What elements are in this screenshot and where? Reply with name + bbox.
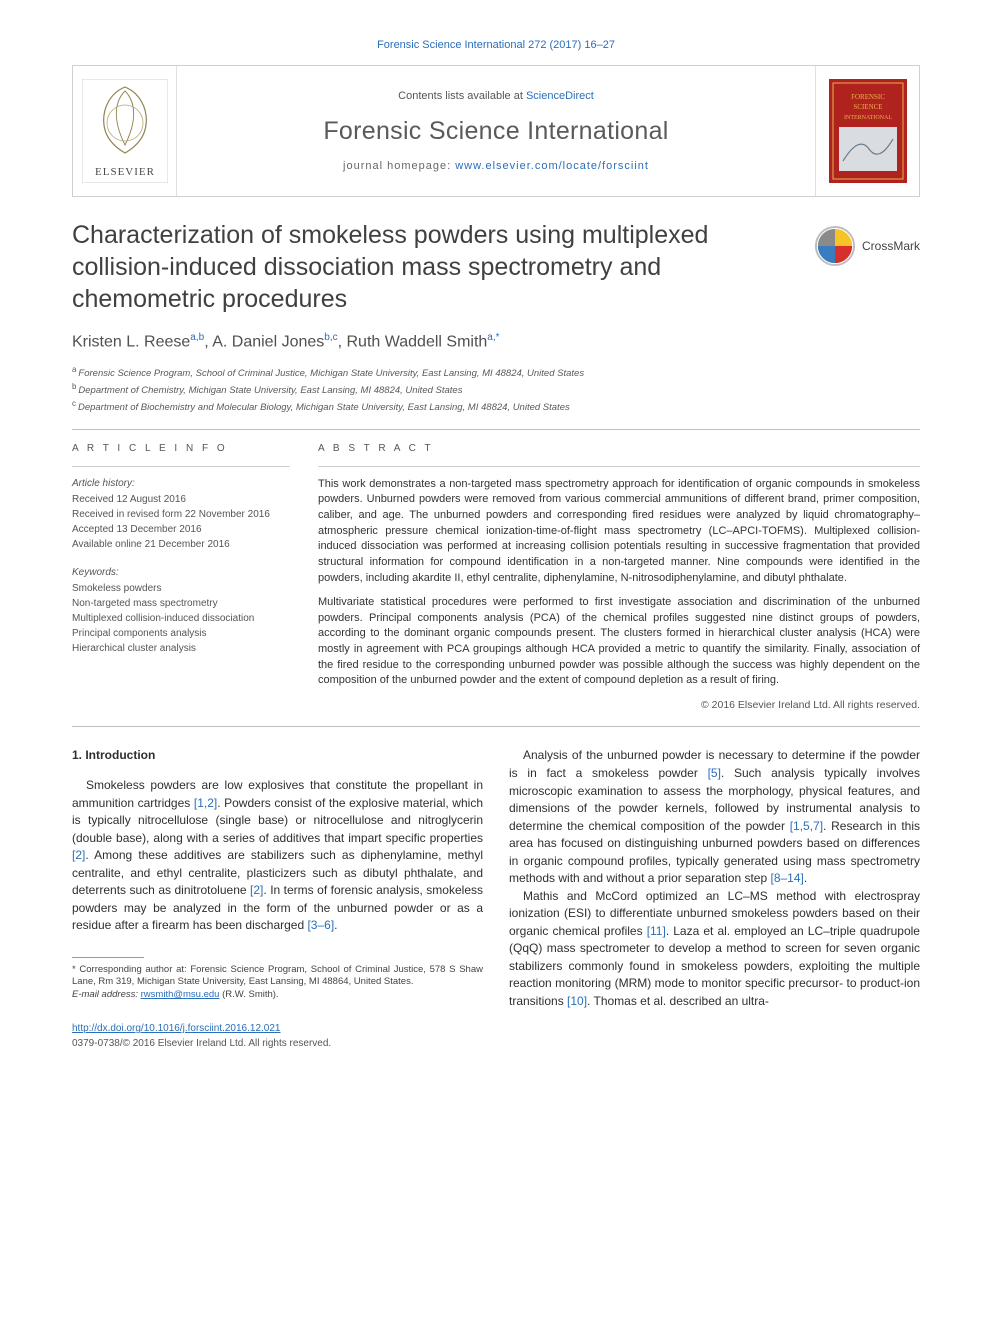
keyword: Multiplexed collision-induced dissociati… xyxy=(72,612,290,626)
history-online: Available online 21 December 2016 xyxy=(72,538,290,552)
crossmark-badge[interactable]: CrossMark xyxy=(814,225,920,267)
abstract-para-1: This work demonstrates a non-targeted ma… xyxy=(318,477,920,586)
masthead: ELSEVIER Contents lists available at Sci… xyxy=(72,65,920,197)
divider xyxy=(72,466,290,467)
abstract-copyright: © 2016 Elsevier Ireland Ltd. All rights … xyxy=(318,698,920,713)
abstract-para-2: Multivariate statistical procedures were… xyxy=(318,595,920,689)
svg-text:ELSEVIER: ELSEVIER xyxy=(95,166,155,178)
history-label: Article history: xyxy=(72,477,290,491)
keyword: Principal components analysis xyxy=(72,627,290,641)
homepage-prefix: journal homepage: xyxy=(343,160,455,172)
citation-ref[interactable]: [1,2] xyxy=(194,796,217,810)
svg-text:FORENSIC: FORENSIC xyxy=(851,93,885,101)
history-accepted: Accepted 13 December 2016 xyxy=(72,523,290,537)
keywords-label: Keywords: xyxy=(72,566,290,580)
masthead-center: Contents lists available at ScienceDirec… xyxy=(177,66,815,196)
journal-homepage-line: journal homepage: www.elsevier.com/locat… xyxy=(343,159,649,174)
footer-block: http://dx.doi.org/10.1016/j.forsciint.20… xyxy=(72,1022,483,1051)
sciencedirect-link[interactable]: ScienceDirect xyxy=(526,90,594,102)
history-received: Received 12 August 2016 xyxy=(72,493,290,507)
keyword: Smokeless powders xyxy=(72,582,290,596)
doi-link[interactable]: http://dx.doi.org/10.1016/j.forsciint.20… xyxy=(72,1023,280,1034)
svg-text:SCIENCE: SCIENCE xyxy=(853,103,882,111)
intro-right-para-2: Mathis and McCord optimized an LC–MS met… xyxy=(509,888,920,1011)
body-col-right: Analysis of the unburned powder is neces… xyxy=(509,747,920,1051)
divider xyxy=(72,726,920,727)
affiliation-c: cDepartment of Biochemistry and Molecula… xyxy=(72,398,920,415)
history-revised: Received in revised form 22 November 201… xyxy=(72,508,290,522)
citation-ref[interactable]: [3–6] xyxy=(307,918,334,932)
divider xyxy=(318,466,920,467)
cover-thumb-box: FORENSIC SCIENCE INTERNATIONAL xyxy=(815,66,919,196)
journal-name: Forensic Science International xyxy=(323,114,668,149)
publisher-logo-box: ELSEVIER xyxy=(73,66,177,196)
contents-available-line: Contents lists available at ScienceDirec… xyxy=(398,89,594,104)
citation-ref[interactable]: [2] xyxy=(72,848,85,862)
citation-header: Forensic Science International 272 (2017… xyxy=(72,38,920,53)
intro-left-para: Smokeless powders are low explosives tha… xyxy=(72,777,483,935)
body-two-column: 1. Introduction Smokeless powders are lo… xyxy=(72,747,920,1051)
elsevier-logo-icon: ELSEVIER xyxy=(82,79,168,183)
citation-ref[interactable]: [5] xyxy=(708,766,721,780)
divider xyxy=(72,429,920,430)
article-info-heading: A R T I C L E I N F O xyxy=(72,442,290,456)
svg-text:INTERNATIONAL: INTERNATIONAL xyxy=(844,115,892,121)
abstract-heading: A B S T R A C T xyxy=(318,442,920,456)
article-title: Characterization of smokeless powders us… xyxy=(72,219,796,315)
citation-ref[interactable]: [2] xyxy=(250,883,263,897)
citation-ref[interactable]: [11] xyxy=(647,924,666,938)
email-link[interactable]: rwsmith@msu.edu xyxy=(141,989,220,1000)
affiliation-b: bDepartment of Chemistry, Michigan State… xyxy=(72,381,920,398)
section-heading-intro: 1. Introduction xyxy=(72,747,483,765)
keyword: Non-targeted mass spectrometry xyxy=(72,597,290,611)
body-col-left: 1. Introduction Smokeless powders are lo… xyxy=(72,747,483,1051)
citation-ref[interactable]: [10] xyxy=(567,994,587,1008)
keyword: Hierarchical cluster analysis xyxy=(72,642,290,656)
contents-prefix: Contents lists available at xyxy=(398,90,526,102)
footnote-divider xyxy=(72,957,144,958)
citation-ref[interactable]: [8–14] xyxy=(770,871,803,885)
crossmark-label: CrossMark xyxy=(862,238,920,255)
abstract-column: A B S T R A C T This work demonstrates a… xyxy=(318,442,920,713)
crossmark-icon xyxy=(814,225,856,267)
issn-copyright: 0379-0738/© 2016 Elsevier Ireland Ltd. A… xyxy=(72,1037,483,1052)
journal-cover-icon: FORENSIC SCIENCE INTERNATIONAL xyxy=(829,79,907,183)
article-info-column: A R T I C L E I N F O Article history: R… xyxy=(72,442,290,713)
homepage-link[interactable]: www.elsevier.com/locate/forsciint xyxy=(455,160,649,172)
author-list: Kristen L. Reesea,b, A. Daniel Jonesb,c,… xyxy=(72,331,920,354)
corresponding-author-footnote: * Corresponding author at: Forensic Scie… xyxy=(72,964,483,1002)
affiliation-a: aForensic Science Program, School of Cri… xyxy=(72,364,920,381)
citation-ref[interactable]: [1,5,7] xyxy=(790,819,823,833)
intro-right-para-1: Analysis of the unburned powder is neces… xyxy=(509,747,920,887)
